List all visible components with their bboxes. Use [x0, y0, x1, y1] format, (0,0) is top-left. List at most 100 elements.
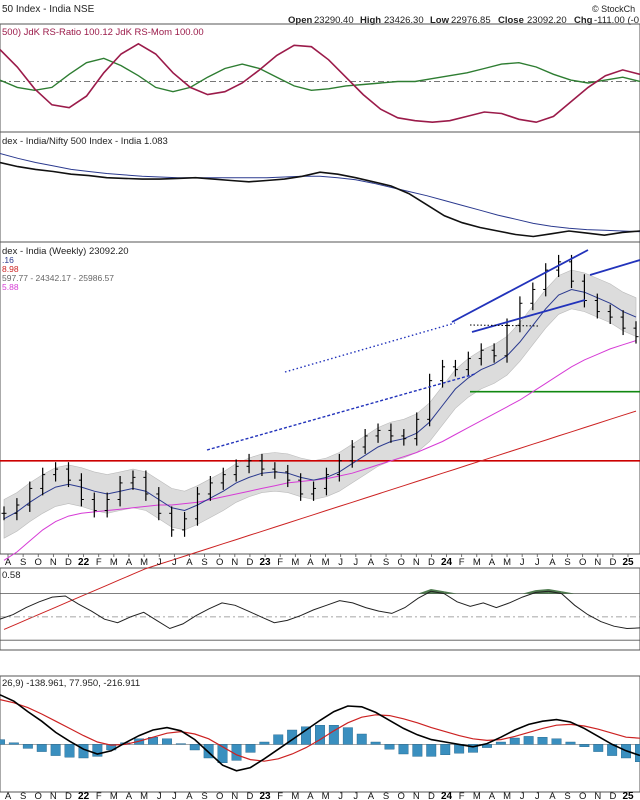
macd-histogram-bar	[50, 744, 61, 756]
rsi-overbought-fill	[417, 588, 432, 594]
rs-mom-line	[0, 57, 640, 93]
ohlc-bar	[465, 351, 471, 377]
ohlc-bar	[362, 429, 368, 454]
ohlc-bar	[311, 481, 317, 501]
rrg-panel-label: 500) JdK RS-Ratio 100.12 JdK RS-Mom 100.…	[2, 27, 204, 38]
macd-axis-tick-label: A	[5, 791, 12, 800]
axis-tick-label: F	[459, 557, 465, 568]
macd-axis-tick-label: M	[140, 791, 148, 800]
macd-histogram-bar	[0, 739, 5, 745]
rs-ratio-line	[0, 161, 640, 238]
macd-histogram-bar	[426, 744, 437, 757]
ohlc-bar	[401, 429, 407, 446]
ohlc-bar	[336, 453, 342, 482]
macd-axis-tick-label: O	[35, 791, 42, 800]
axis-tick-label: J	[535, 557, 540, 568]
macd-axis-tick-label: O	[579, 791, 586, 800]
axis-tick-label: D	[428, 557, 435, 568]
rsi-overbought-fill	[431, 588, 445, 594]
ohlc-bar	[194, 487, 200, 526]
ohlc-bar	[633, 321, 639, 344]
axis-tick-label: A	[368, 557, 375, 568]
axis-tick-label: J	[157, 557, 162, 568]
macd-axis-tick-label: A	[307, 791, 314, 800]
macd-axis-tick-label: M	[322, 791, 330, 800]
legend-line-sma50: 8.98	[2, 264, 19, 274]
axis-tick-label: M	[110, 557, 118, 568]
macd-axis-tick-label: A	[126, 791, 133, 800]
axis-tick-label: S	[201, 557, 207, 568]
sma-50-line	[3, 340, 637, 561]
axis-tick-label: A	[307, 557, 314, 568]
sma-20-line	[3, 288, 637, 520]
axis-tick-label: S	[564, 557, 570, 568]
legend-line-sma20: .16	[2, 255, 14, 265]
macd-histogram-bar	[356, 733, 367, 745]
ohlc-bar	[440, 359, 446, 388]
macd-histogram-bar	[64, 744, 75, 758]
ohlc-bar	[285, 464, 291, 488]
macd-panel-label: 26,9) -138.961, 77.950, -216.911	[2, 678, 140, 689]
macd-histogram-bar	[301, 726, 311, 745]
macd-axis-tick-label: F	[459, 791, 465, 800]
axis-tick-label: A	[186, 557, 193, 568]
chart-header: 50 Index - India NSE © StockCh Open 2329…	[2, 4, 639, 26]
ohlc-open-label: Open	[288, 15, 312, 26]
macd-histogram-bar	[523, 736, 534, 745]
ohlc-bar	[543, 263, 549, 297]
macd-axis-tick-label: S	[383, 791, 389, 800]
macd-time-axis: A S O N D 22 F M A M J J A S O N D 23 F M A M J J A S O N D 24 F M A M J J A…	[5, 791, 634, 800]
ohlc-bar	[78, 473, 84, 507]
rsi-panel-frame	[0, 567, 640, 651]
axis-tick-label: M	[473, 557, 481, 568]
axis-tick-label: J	[172, 557, 177, 568]
ohlc-bar	[594, 293, 600, 319]
brand-watermark: © StockCh	[592, 4, 635, 14]
rising-wedge-upper	[451, 249, 589, 323]
macd-axis-tick-label: M	[503, 791, 511, 800]
macd-histogram-bar	[384, 744, 395, 750]
ohlc-bar	[91, 492, 97, 518]
axis-tick-label: 24	[441, 557, 453, 568]
macd-axis-tick-label: N	[50, 791, 57, 800]
ohlc-bar	[620, 310, 626, 336]
macd-axis-tick-label: O	[216, 791, 223, 800]
axis-tick-label: M	[503, 557, 511, 568]
ohlc-bar	[272, 462, 278, 479]
panel-frames	[0, 23, 640, 793]
axis-tick-label: N	[594, 557, 601, 568]
macd-axis-tick-label: J	[520, 791, 525, 800]
ohlc-chg-label: Chg	[574, 15, 593, 26]
legend-line-bands: 597.77 - 24342.17 - 25986.57	[2, 273, 114, 283]
rrg-layer	[0, 42, 640, 124]
axis-tick-label: M	[140, 557, 148, 568]
macd-histogram-bar	[161, 738, 172, 745]
ohlc-close-value: 23092.20	[527, 15, 567, 26]
axis-tick-label: D	[65, 557, 72, 568]
macd-histogram-bar	[342, 727, 353, 745]
rsi-overbought-fill	[561, 591, 575, 594]
macd-axis-tick-label: S	[201, 791, 207, 800]
ohlc-bar	[14, 498, 20, 521]
axis-tick-label: F	[277, 557, 283, 568]
macd-signal-line	[0, 699, 640, 762]
macd-histogram-bar	[565, 741, 576, 745]
macd-histogram-bar	[398, 744, 409, 755]
macd-histogram-bar	[273, 734, 284, 745]
rs-ratio-line	[0, 42, 640, 124]
macd-axis-tick-label: O	[397, 791, 404, 800]
macd-histogram-bar	[245, 744, 256, 753]
macd-histogram-bar	[259, 741, 270, 745]
legend-line-sma200: 5.88	[2, 282, 19, 292]
macd-histogram-bar	[175, 743, 186, 745]
macd-axis-tick-label: M	[291, 791, 299, 800]
time-axis: A S O N D 22 F M A M J J A S O N D 23 F M A M J J A S O N D 24 F M A M J J A…	[5, 554, 634, 568]
rsi-layer	[0, 588, 640, 641]
ohlc-bar	[569, 254, 575, 289]
axis-tick-label: D	[247, 557, 254, 568]
ohlc-high-label: High	[360, 15, 381, 26]
macd-axis-tick-label: D	[609, 791, 616, 800]
ohlc-close-label: Close	[498, 15, 524, 26]
axis-tick-label: N	[413, 557, 420, 568]
macd-histogram-bar	[189, 744, 200, 751]
